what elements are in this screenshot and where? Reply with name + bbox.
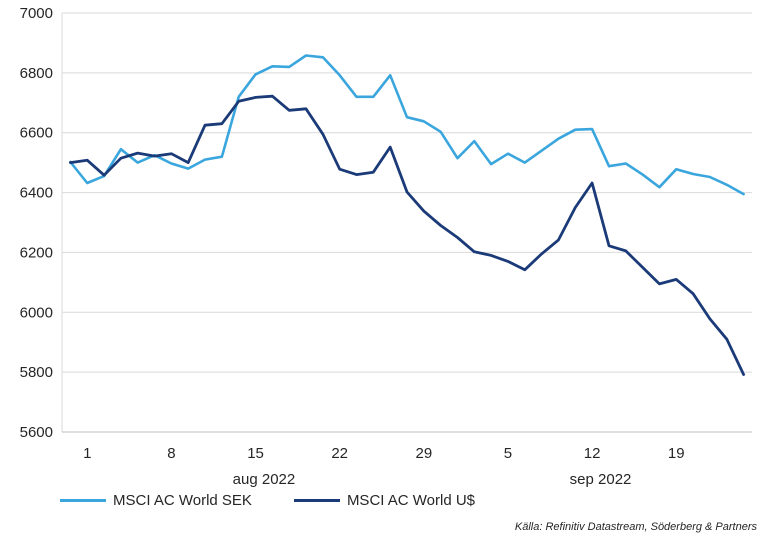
y-tick-label: 7000 [20,5,53,22]
gridlines [62,12,752,373]
series-line-usd [69,94,745,376]
x-tick-labels: 1 8 15 22 29 5 12 19 [83,445,685,462]
y-tick-label: 6800 [20,65,53,82]
legend-item-usd: MSCI AC World U$ [293,492,476,509]
legend-label-usd: MSCI AC World U$ [346,492,476,509]
x-tick-label: 15 [247,445,264,462]
x-tick-label: 8 [167,445,175,462]
y-tick-label: 6400 [20,185,53,202]
y-tick-label: 6600 [20,125,53,142]
x-tick-label: 19 [668,445,685,462]
y-tick-label: 6200 [20,244,53,261]
series-lines [69,54,745,376]
x-tick-label: 1 [83,445,91,462]
y-tick-label: 6000 [20,304,53,321]
month-label: aug 2022 [233,471,296,488]
legend-swatch-usd [293,499,340,502]
x-tick-label: 22 [331,445,348,462]
x-tick-label: 5 [504,445,512,462]
y-tick-label: 5600 [20,424,53,441]
series-line-sek [69,54,745,196]
x-tick-label: 29 [415,445,432,462]
legend-label-sek: MSCI AC World SEK [113,492,252,509]
legend: MSCI AC World SEK MSCI AC World U$ [60,492,517,509]
x-tick-label: 12 [584,445,601,462]
y-tick-labels: 5600 5800 6000 6200 6400 6600 6800 7000 [20,5,53,441]
legend-item-sek: MSCI AC World SEK [60,492,252,509]
y-tick-label: 5800 [20,364,53,381]
month-label: sep 2022 [570,471,632,488]
month-labels: aug 2022 sep 2022 [233,471,632,488]
legend-swatch-sek [60,499,106,502]
line-chart: 5600 5800 6000 6200 6400 6600 6800 7000 1 8 15 22 2… [20,5,752,488]
source-note: Källa: Refinitiv Datastream, Söderberg &… [514,521,757,533]
